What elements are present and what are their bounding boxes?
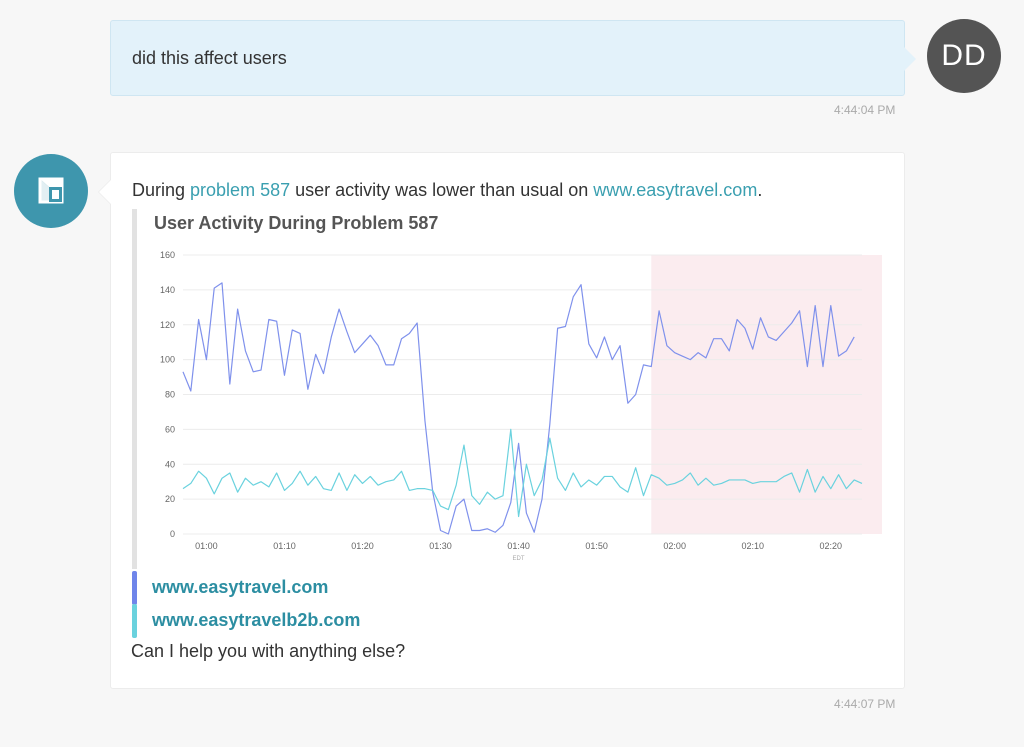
bot-intro-text: During problem 587 user activity was low… [132, 180, 762, 201]
site-link[interactable]: www.easytravel.com [593, 180, 758, 200]
bot-message-bubble: During problem 587 user activity was low… [98, 152, 905, 689]
series-line-easytravel [182, 282, 855, 535]
x-tick-label: 01:40 [507, 541, 530, 551]
y-tick-label: 20 [165, 494, 175, 504]
x-tick-label: 02:20 [820, 541, 843, 551]
x-axis-label: EDT [513, 556, 525, 562]
user-activity-chart: 0 20 40 60 80 100 120 140 160 01:00 01:10 01:20 01:3… [160, 250, 882, 562]
y-tick-label: 0 [170, 529, 175, 539]
y-tick-label: 80 [165, 390, 175, 400]
chart-title: User Activity During Problem 587 [154, 213, 439, 233]
closing-text: Can I help you with anything else? [131, 641, 406, 661]
bot-message-timestamp: 4:44:07 PM [834, 697, 896, 711]
intro-middle: user activity was lower than usual on [290, 180, 594, 200]
y-tick-label: 140 [160, 285, 175, 295]
user-message-text: did this affect users [132, 48, 287, 68]
y-tick-label: 40 [165, 459, 175, 469]
legend-swatch-easytravel [132, 571, 137, 605]
x-tick-label: 01:20 [351, 541, 374, 551]
chart-card: User Activity During Problem 587 0 20 40 60… [132, 209, 897, 569]
y-tick-label: 160 [160, 250, 175, 260]
y-tick-label: 120 [160, 320, 175, 330]
intro-suffix: . [757, 180, 763, 200]
user-message-bubble: did this affect users [110, 20, 916, 96]
x-tick-label: 01:30 [429, 541, 452, 551]
y-tick-label: 60 [165, 424, 175, 434]
legend-swatch-easytravelb2b [132, 604, 137, 638]
series-line-easytravelb2b [182, 428, 863, 518]
legend-label-easytravel: www.easytravel.com [152, 577, 329, 597]
user-avatar[interactable]: DD [927, 19, 1001, 93]
x-tick-label: 02:00 [663, 541, 686, 551]
x-tick-label: 01:50 [585, 541, 608, 551]
x-tick-label: 02:10 [741, 541, 764, 551]
intro-prefix: During [132, 180, 191, 200]
legend-label-easytravelb2b: www.easytravelb2b.com [152, 610, 361, 630]
dynatrace-logo-icon [38, 177, 64, 204]
x-tick-label: 01:00 [195, 541, 218, 551]
user-message-timestamp: 4:44:04 PM [834, 103, 896, 117]
y-tick-label: 100 [160, 355, 175, 365]
x-tick-label: 01:10 [273, 541, 296, 551]
problem-link[interactable]: problem 587 [190, 180, 291, 200]
bot-avatar [14, 154, 88, 228]
